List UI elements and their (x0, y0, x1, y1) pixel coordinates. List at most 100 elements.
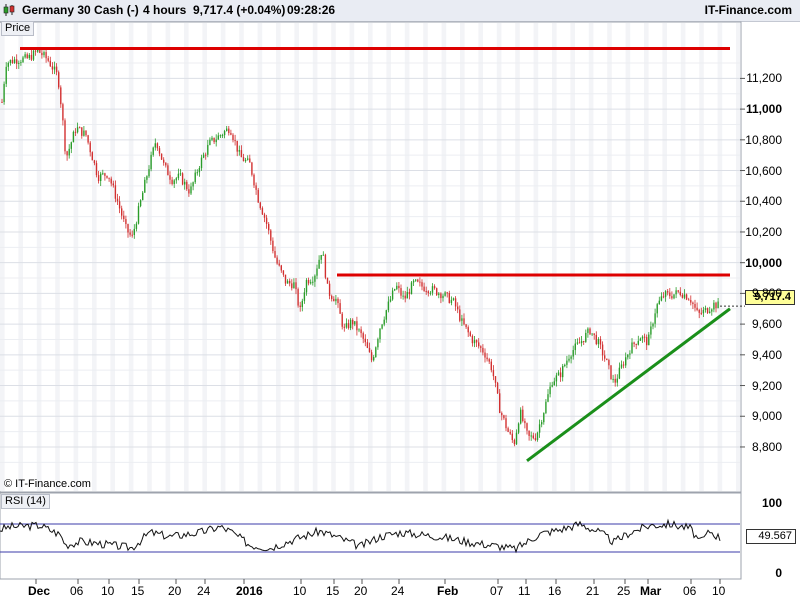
candle-body (347, 323, 350, 329)
time-tick-label: 25 (617, 584, 631, 598)
candle-body (70, 142, 72, 149)
candle-body (652, 323, 654, 327)
candle-body (431, 286, 434, 293)
candle-body (297, 289, 299, 306)
last-price-box: 9,717.4 (745, 290, 795, 305)
candle-body (64, 120, 66, 152)
candle-body (257, 189, 259, 203)
candle-body (270, 230, 272, 241)
candle-body (360, 329, 362, 334)
candle-body (22, 57, 24, 63)
candle-body (293, 282, 295, 289)
candle-body (662, 296, 665, 298)
candles (1, 48, 719, 447)
candle-body (9, 59, 12, 63)
price-tick-label: 9,000 (751, 409, 782, 424)
stripe (699, 23, 704, 491)
instrument-name: Germany 30 Cash (-) (22, 3, 139, 17)
candle-body (578, 342, 581, 344)
candle-body (240, 150, 243, 158)
candle-body (53, 66, 56, 70)
timeframe[interactable]: 4 hours (143, 3, 187, 17)
stripe (607, 23, 612, 491)
candle-body (524, 421, 526, 424)
candle-body (612, 378, 614, 380)
candle-body (627, 354, 629, 358)
candle-body (620, 364, 623, 368)
candle-body (173, 180, 175, 185)
candle-body (7, 62, 9, 67)
candle-body (18, 62, 20, 64)
candle-body (688, 299, 690, 301)
candle-body (530, 435, 532, 437)
candle-body (423, 286, 425, 292)
candle-body (87, 135, 89, 143)
candle-body (671, 296, 673, 299)
candle-body (440, 293, 442, 299)
candle-body (681, 294, 684, 298)
candle-body (213, 137, 215, 143)
candle-body (314, 275, 316, 282)
candle-body (639, 338, 642, 341)
candle-body (165, 162, 167, 166)
candle-body (368, 347, 371, 353)
candle-body (274, 251, 276, 258)
candle-body (690, 300, 692, 303)
candle-body (272, 240, 274, 252)
candle-body (219, 135, 222, 137)
time-tick-label: 2016 (236, 584, 263, 598)
candle-body (102, 173, 104, 175)
candle-body (402, 295, 404, 297)
candle-body (221, 135, 224, 137)
candle-body (553, 381, 555, 386)
candle-body (622, 364, 625, 366)
candle-body (501, 413, 503, 416)
candle-body (396, 285, 398, 290)
rsi-value-box: 49.567 (746, 529, 796, 544)
candle-body (404, 295, 406, 299)
candle-body (471, 335, 474, 344)
candle-body (677, 290, 679, 292)
stripe (239, 23, 244, 491)
candle-body (310, 282, 312, 284)
candle-body (433, 286, 436, 289)
candle-body (51, 66, 54, 70)
time-tick-label: 21 (586, 584, 600, 598)
candle-body (301, 300, 303, 308)
candle-body (175, 178, 177, 181)
stripe (73, 23, 79, 491)
candle-body (373, 357, 375, 361)
candle-body (448, 293, 450, 303)
candle-body (580, 340, 583, 343)
candle-body (91, 152, 93, 161)
candle-body (133, 228, 135, 235)
candle-body (683, 294, 686, 298)
candle-body (236, 140, 238, 152)
candle-body (137, 206, 140, 224)
candle-body (179, 173, 182, 175)
stripe (386, 23, 391, 491)
chart-header: Germany 30 Cash (-) 4 hours 9,717.4 (+0.… (0, 0, 800, 22)
candle-body (34, 50, 37, 52)
candle-body (694, 303, 696, 308)
candle-body (60, 87, 62, 105)
candlestick-icon (3, 4, 15, 16)
candle-body (110, 178, 112, 184)
candle-body (171, 179, 173, 185)
candle-body (299, 305, 301, 308)
candle-body (337, 298, 339, 304)
candle-body (1, 101, 3, 103)
candle-body (490, 361, 492, 371)
candle-body (513, 440, 516, 445)
candle-body (601, 344, 604, 356)
candle-body (515, 432, 518, 445)
stripe (220, 23, 226, 491)
candle-body (660, 296, 663, 301)
candle-body (629, 353, 631, 355)
candle-body (123, 215, 125, 220)
candle-body (499, 393, 501, 414)
candle-body (475, 340, 478, 343)
candle-body (289, 280, 291, 284)
candle-body (438, 293, 440, 296)
